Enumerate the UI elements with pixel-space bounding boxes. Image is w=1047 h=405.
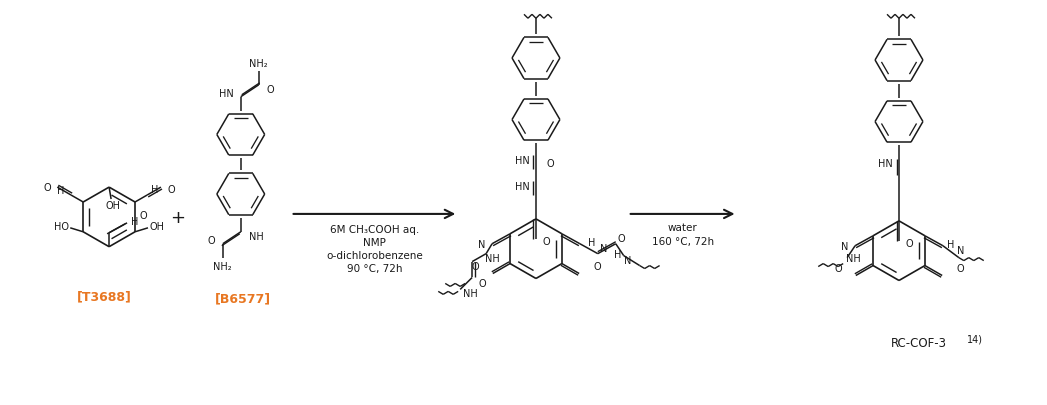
Text: NH₂: NH₂ [249, 59, 268, 69]
Text: N: N [624, 255, 631, 265]
Text: 160 °C, 72h: 160 °C, 72h [651, 236, 714, 246]
Text: H: H [152, 185, 159, 195]
Text: O: O [471, 261, 478, 271]
Text: HN: HN [515, 156, 530, 166]
Text: H: H [588, 237, 596, 247]
Text: O: O [547, 159, 554, 169]
Text: OH: OH [150, 221, 164, 231]
Text: O: O [618, 233, 625, 243]
Text: N: N [478, 239, 486, 249]
Text: H: H [58, 185, 65, 196]
Text: [T3688]: [T3688] [76, 290, 132, 303]
Text: 6M CH₃COOH aq.: 6M CH₃COOH aq. [330, 224, 419, 234]
Text: O: O [956, 263, 964, 273]
Text: NH: NH [485, 253, 499, 263]
Text: O: O [207, 235, 215, 245]
Text: O: O [478, 279, 486, 289]
Text: O: O [906, 238, 913, 248]
Text: N: N [600, 243, 607, 253]
Text: NH: NH [846, 253, 861, 263]
Text: OH: OH [106, 200, 120, 211]
Text: NH: NH [249, 231, 264, 241]
Text: H: H [948, 239, 955, 249]
Text: NH₂: NH₂ [214, 261, 232, 271]
Text: NH: NH [463, 289, 477, 298]
Text: O: O [594, 261, 601, 271]
Text: N: N [842, 241, 849, 251]
Text: O: O [267, 85, 274, 94]
Text: O: O [834, 263, 842, 273]
Text: HO: HO [53, 221, 69, 231]
Text: 90 °C, 72h: 90 °C, 72h [347, 263, 402, 273]
Text: 14): 14) [966, 333, 983, 343]
Text: HN: HN [220, 89, 235, 98]
Text: water: water [668, 222, 697, 232]
Text: O: O [44, 183, 51, 193]
Text: O: O [542, 236, 550, 246]
Text: N: N [957, 245, 964, 255]
Text: HN: HN [877, 159, 892, 169]
Text: H: H [614, 249, 622, 259]
Text: RC-COF-3: RC-COF-3 [891, 336, 946, 349]
Text: +: + [171, 209, 185, 226]
Text: O: O [139, 210, 147, 220]
Text: [B6577]: [B6577] [215, 292, 271, 305]
Text: H: H [131, 216, 138, 226]
Text: HN: HN [515, 182, 530, 192]
Text: O: O [168, 185, 175, 195]
Text: o-dichlorobenzene: o-dichlorobenzene [326, 250, 423, 260]
Text: NMP: NMP [363, 237, 386, 247]
